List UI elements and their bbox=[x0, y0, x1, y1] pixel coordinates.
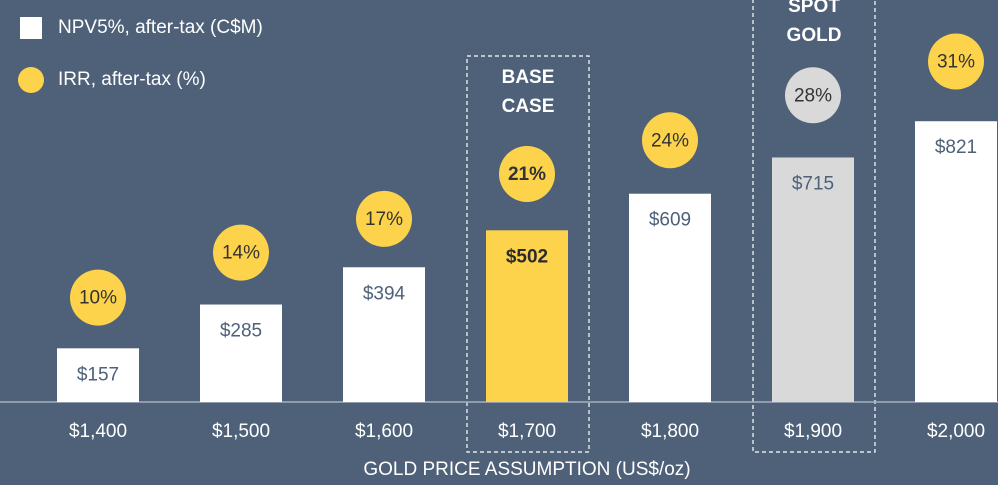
bar bbox=[915, 121, 997, 402]
bar-value-label: $821 bbox=[935, 137, 977, 158]
x-axis-title: GOLD PRICE ASSUMPTION (US$/oz) bbox=[363, 459, 690, 480]
bar-value-label: $609 bbox=[649, 210, 691, 231]
irr-circle bbox=[70, 269, 126, 326]
irr-circle bbox=[499, 145, 555, 202]
irr-label: 10% bbox=[79, 288, 117, 309]
bar-value-label: $157 bbox=[77, 364, 119, 385]
bar bbox=[486, 230, 568, 402]
bar-value-label: $394 bbox=[363, 283, 406, 304]
irr-circle bbox=[928, 33, 984, 90]
bar bbox=[629, 193, 711, 402]
bar-value-label: $715 bbox=[792, 173, 834, 194]
legend-swatch bbox=[18, 67, 44, 93]
irr-label: 21% bbox=[508, 164, 546, 185]
x-tick-label: $1,900 bbox=[784, 421, 842, 442]
irr-label: 17% bbox=[365, 209, 403, 230]
irr-circle bbox=[642, 112, 698, 169]
bar bbox=[57, 348, 139, 402]
irr-label: 28% bbox=[794, 85, 832, 106]
annotation: SPOT bbox=[788, 0, 840, 17]
x-tick-label: $1,600 bbox=[355, 421, 413, 442]
annotation: CASE bbox=[502, 96, 555, 117]
bar bbox=[200, 304, 282, 402]
x-tick-label: $2,000 bbox=[927, 421, 985, 442]
irr-label: 24% bbox=[651, 130, 689, 151]
legend-label: NPV5%, after-tax (C$M) bbox=[58, 17, 263, 38]
bar-value-label: $285 bbox=[220, 321, 262, 342]
annotation: BASE bbox=[502, 67, 555, 88]
x-tick-label: $1,500 bbox=[212, 421, 270, 442]
irr-circle bbox=[785, 67, 841, 124]
x-tick-label: $1,800 bbox=[641, 421, 699, 442]
annotation: GOLD bbox=[787, 25, 842, 46]
legend-label: IRR, after-tax (%) bbox=[58, 69, 206, 90]
irr-circle bbox=[213, 224, 269, 281]
irr-label: 14% bbox=[222, 243, 260, 264]
bar bbox=[343, 267, 425, 402]
x-tick-label: $1,400 bbox=[69, 421, 127, 442]
bar bbox=[772, 157, 854, 402]
bar-value-label: $502 bbox=[506, 246, 548, 267]
irr-circle bbox=[356, 190, 412, 247]
highlight-box bbox=[752, 0, 876, 453]
irr-label: 31% bbox=[937, 52, 975, 73]
legend-swatch bbox=[20, 17, 42, 39]
x-tick-label: $1,700 bbox=[498, 421, 556, 442]
